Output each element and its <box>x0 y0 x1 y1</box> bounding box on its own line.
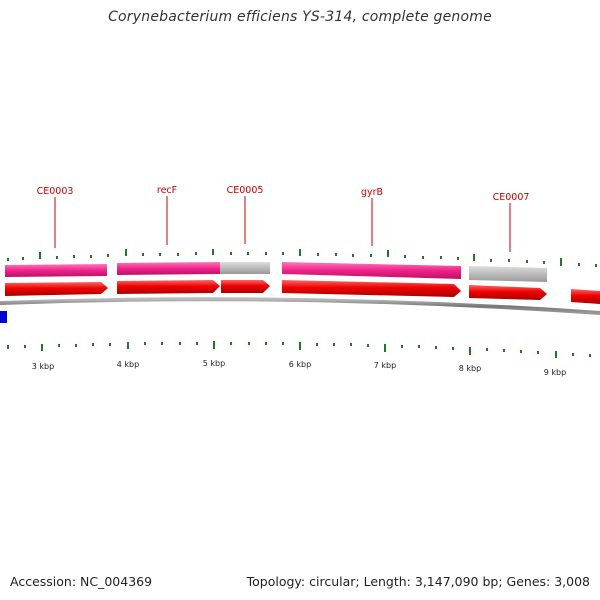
gene-ce0005[interactable] <box>220 262 270 274</box>
kbp-label-7: 7 kbp <box>374 361 396 370</box>
upper-ticks <box>7 249 597 267</box>
accession-text: Accession: NC_004369 <box>10 574 153 589</box>
cds-recf[interactable] <box>117 280 220 294</box>
gene-label-leaders <box>54 196 511 252</box>
cds-partial-right[interactable] <box>571 289 600 304</box>
kbp-label-5: 5 kbp <box>203 359 225 368</box>
genome-summary-text: Topology: circular; Length: 3,147,090 bp… <box>246 574 590 589</box>
kbp-label-6: 6 kbp <box>289 360 311 369</box>
cds-gyrb[interactable] <box>282 280 461 297</box>
kbp-label-3: 3 kbp <box>32 362 54 371</box>
blue-feature[interactable] <box>0 311 7 323</box>
gene-label-gyrb: gyrB <box>361 187 383 198</box>
cds-track <box>5 280 600 304</box>
gene-recf[interactable] <box>117 262 220 275</box>
gene-ce0007[interactable] <box>469 266 547 282</box>
cds-ce0007[interactable] <box>469 285 547 300</box>
gene-label-ce0005: CE0005 <box>227 185 264 196</box>
cds-ce0003[interactable] <box>5 282 108 296</box>
gene-label-ce0003: CE0003 <box>37 186 74 197</box>
lower-ticks <box>7 341 591 358</box>
kbp-label-4: 4 kbp <box>117 360 139 369</box>
gene-gyrb[interactable] <box>282 262 461 279</box>
kbp-label-8: 8 kbp <box>459 364 481 373</box>
genome-backbone <box>0 297 600 315</box>
kbp-label-9: 9 kbp <box>544 368 566 377</box>
gene-label-recf: recF <box>157 185 177 196</box>
gene-ce0003[interactable] <box>5 264 107 277</box>
map-title: Corynebacterium efficiens YS-314, comple… <box>108 9 492 25</box>
gene-track <box>5 262 547 282</box>
cds-ce0005[interactable] <box>221 280 270 293</box>
gene-label-ce0007: CE0007 <box>493 192 530 203</box>
